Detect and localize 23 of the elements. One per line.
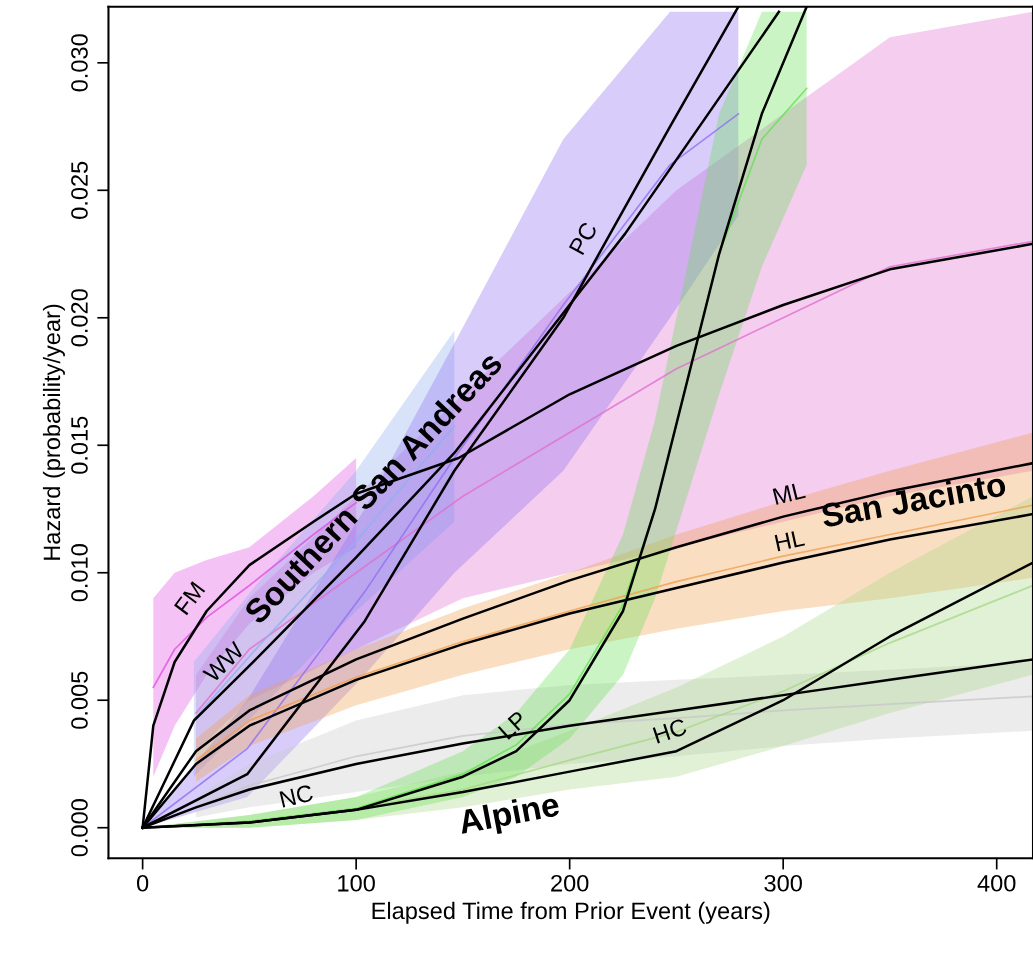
x-tick-label: 100 bbox=[338, 874, 375, 892]
x-axis-title: Elapsed Time from Prior Event (years) bbox=[372, 901, 770, 924]
annotation: WW bbox=[202, 640, 246, 684]
annotation: Alpine bbox=[457, 791, 562, 841]
annotation: NC bbox=[279, 784, 314, 808]
x-tick-label: 0 bbox=[136, 874, 149, 892]
x-tick-label: 300 bbox=[764, 874, 802, 892]
annotation: ML bbox=[772, 481, 806, 505]
annotation: FM bbox=[174, 581, 206, 616]
x-tick-label: 200 bbox=[551, 874, 589, 892]
y-tick-label: 0.025 bbox=[71, 161, 88, 219]
y-tick-label: 0.000 bbox=[71, 799, 88, 857]
annotation: San Jacinto bbox=[820, 471, 1007, 528]
y-tick-label: 0.030 bbox=[71, 34, 88, 92]
x-tick-label: 400 bbox=[977, 874, 1016, 892]
y-axis-title: Hazard (probability/year) bbox=[42, 304, 65, 560]
annotation: HC bbox=[652, 717, 688, 744]
annotation: PC bbox=[568, 220, 598, 256]
annotation: HL bbox=[774, 529, 805, 552]
y-tick-label: 0.015 bbox=[71, 416, 88, 474]
y-tick-label: 0.020 bbox=[71, 289, 88, 347]
y-tick-label: 0.010 bbox=[71, 544, 88, 602]
y-tick-label: 0.005 bbox=[71, 671, 88, 729]
